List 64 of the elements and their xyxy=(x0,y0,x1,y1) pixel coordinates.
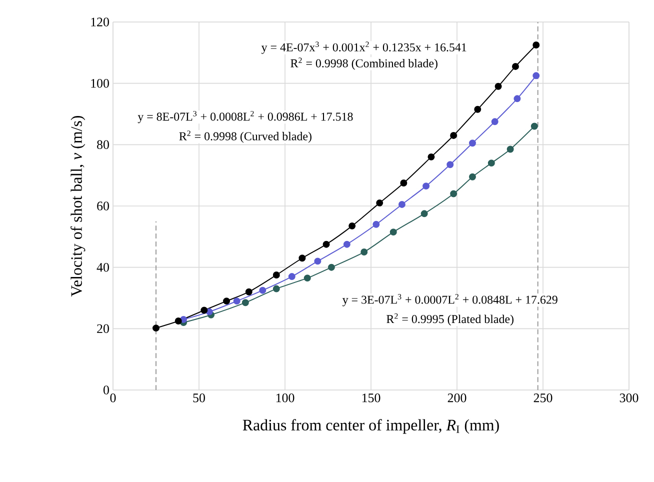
point xyxy=(360,248,368,256)
x-tick-label: 100 xyxy=(276,394,294,402)
y-tick-label: 0 xyxy=(104,386,109,394)
y-tick-label: 120 xyxy=(91,18,109,26)
point xyxy=(348,222,356,230)
point xyxy=(474,106,482,113)
x-tick-label: 0 xyxy=(110,394,116,402)
point xyxy=(532,72,540,80)
point xyxy=(450,190,458,198)
annotation: y = 3E-07L$^{3}$ + 0.0007L$^{2}$ + 0.0848L + 17.629 xyxy=(342,294,558,306)
point xyxy=(468,140,476,147)
point xyxy=(314,258,322,265)
point xyxy=(272,285,280,292)
point xyxy=(468,173,476,180)
y-tick-label: 100 xyxy=(91,78,109,88)
point xyxy=(450,132,458,139)
point xyxy=(233,298,240,305)
point xyxy=(372,220,380,228)
point xyxy=(491,118,498,126)
annotation: R$^{2}$ = 0.9995 (Plated blade) xyxy=(386,313,514,326)
y-tick-label: 20 xyxy=(97,324,109,334)
point xyxy=(298,254,306,262)
point xyxy=(446,161,454,168)
point xyxy=(428,153,435,160)
y-axis-title: Velocity of shot ball, v (m/s) xyxy=(70,116,86,297)
point xyxy=(422,182,430,190)
point xyxy=(390,228,397,236)
point xyxy=(506,146,514,153)
point xyxy=(304,274,311,282)
y-tick-label: 80 xyxy=(97,140,109,150)
point xyxy=(532,42,540,48)
point xyxy=(174,318,182,324)
y-tick-label: 60 xyxy=(97,202,109,210)
point xyxy=(322,240,330,248)
point xyxy=(242,299,249,306)
point xyxy=(200,306,208,314)
annotation: y = 4E-07x$^{3}$ + 0.001x$^{2}$ + 0.1235x + 16.541 xyxy=(261,42,466,54)
point xyxy=(514,95,521,102)
x-tick-label: 200 xyxy=(448,394,466,402)
point xyxy=(328,264,335,271)
point xyxy=(530,122,538,130)
annotation: R$^{2}$ = 0.9998 (Combined blade) xyxy=(290,58,438,70)
point xyxy=(245,288,252,296)
y-tick-label: 40 xyxy=(96,262,109,272)
x-tick-label: 50 xyxy=(193,394,205,402)
point xyxy=(420,210,428,218)
point xyxy=(152,324,160,332)
point xyxy=(494,82,502,90)
point xyxy=(400,180,408,186)
point xyxy=(488,160,495,167)
point xyxy=(223,298,230,305)
annotation: R$^{2}$ = 0.9998 (Curved blade) xyxy=(179,130,312,143)
point xyxy=(398,200,406,208)
x-tick-label: 250 xyxy=(534,394,552,402)
point xyxy=(259,286,266,294)
annotation: y = 8E-07L$^{3}$ + 0.0008L$^{2}$ + 0.0986L + 17.518 xyxy=(138,110,353,124)
x-tick-label: 300 xyxy=(620,394,638,402)
point xyxy=(272,272,280,278)
x-axis-title: Radius from center of impeller, R$_{I}$ (mm) xyxy=(242,419,499,434)
x-tick-label: 150 xyxy=(362,394,380,402)
point xyxy=(376,199,384,206)
point xyxy=(512,62,519,70)
point xyxy=(343,240,350,248)
point xyxy=(288,273,296,280)
